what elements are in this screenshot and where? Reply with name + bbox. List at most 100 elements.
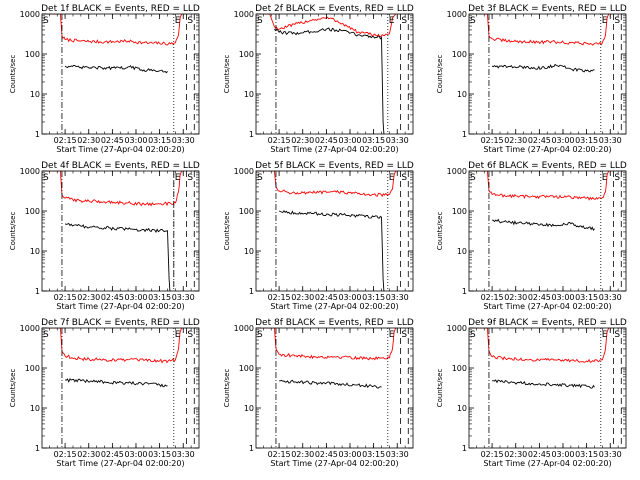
x-axis-label: Start Time (27-Apr-04 02:00:20): [483, 145, 611, 154]
x-tick-label: 03:00: [551, 293, 574, 302]
y-tick-label: 1000: [234, 167, 254, 176]
series-layer: [256, 171, 397, 291]
start-marker-label: S: [470, 16, 476, 26]
chart-title: Det 6f BLACK = Events, RED = LLD: [468, 161, 627, 171]
y-tick-label: 10: [244, 247, 254, 256]
y-tick-label: 100: [452, 207, 467, 216]
x-tick-label: 03:00: [338, 450, 361, 459]
series-layer: [256, 14, 397, 134]
end-marker-label: E: [175, 173, 181, 183]
y-tick-label: 10: [30, 247, 40, 256]
x-tick-label: 02:15: [268, 450, 291, 459]
y-tick-label: 100: [25, 364, 40, 373]
x-tick-label: 02:30: [77, 136, 100, 145]
x-tick-label: 03:30: [599, 293, 622, 302]
saa-marker-label: S: [614, 330, 620, 340]
x-tick-label: 02:45: [528, 136, 551, 145]
saa-marker-label: S: [187, 330, 193, 340]
series-line-lld: [256, 171, 397, 198]
x-tick-label: 03:30: [599, 136, 622, 145]
y-tick-label: 10: [457, 404, 467, 413]
x-tick-label: 02:45: [315, 293, 338, 302]
y-tick-label: 100: [239, 364, 254, 373]
x-tick-label: 03:00: [551, 136, 574, 145]
chart-title: Det 1f BLACK = Events, RED = LLD: [41, 4, 200, 14]
y-tick-label: 1: [35, 130, 40, 139]
x-tick-label: 03:15: [148, 293, 171, 302]
x-tick-label: 02:30: [504, 136, 527, 145]
start-marker-label: S: [470, 330, 476, 340]
saa-marker-label: S: [401, 330, 407, 340]
series-line-events: [491, 63, 595, 73]
x-axis-label: Start Time (27-Apr-04 02:00:20): [270, 459, 398, 468]
x-tick-label: 03:30: [386, 136, 409, 145]
x-tick-label: 03:15: [148, 450, 171, 459]
x-tick-label: 02:45: [101, 450, 124, 459]
series-line-lld: [42, 328, 183, 364]
y-axis-label: Counts/sec: [436, 55, 444, 94]
end-marker-label: E: [389, 173, 395, 183]
y-tick-label: 100: [452, 50, 467, 59]
start-marker-label: S: [43, 330, 49, 340]
x-tick-label: 03:30: [172, 450, 195, 459]
end-marker-label: E: [602, 173, 608, 183]
y-tick-label: 100: [25, 50, 40, 59]
start-marker-label: S: [43, 173, 49, 183]
y-tick-label: 10: [457, 90, 467, 99]
x-tick-label: 03:00: [124, 450, 147, 459]
x-axis-label: Start Time (27-Apr-04 02:00:20): [483, 459, 611, 468]
start-marker-label: S: [257, 173, 263, 183]
x-tick-label: 02:15: [54, 136, 77, 145]
y-tick-label: 10: [457, 247, 467, 256]
y-axis-label: Counts/sec: [223, 369, 231, 408]
series-line-lld: [469, 14, 610, 46]
y-tick-label: 1000: [447, 324, 467, 333]
x-tick-label: 03:15: [362, 450, 385, 459]
chart-title: Det 9f BLACK = Events, RED = LLD: [468, 318, 627, 328]
chart-title: Det 8f BLACK = Events, RED = LLD: [255, 318, 414, 328]
y-axis-label: Counts/sec: [436, 369, 444, 408]
x-tick-label: 03:15: [575, 450, 598, 459]
x-tick-label: 02:30: [291, 450, 314, 459]
series-line-events: [491, 218, 595, 231]
end-marker-label: E: [602, 16, 608, 26]
series-layer: [469, 14, 610, 73]
end-marker-label: E: [602, 330, 608, 340]
x-tick-label: 03:15: [362, 136, 385, 145]
x-tick-label: 02:30: [77, 293, 100, 302]
y-tick-label: 1: [249, 287, 254, 296]
series-line-events: [279, 379, 382, 389]
x-tick-label: 02:45: [528, 293, 551, 302]
y-tick-label: 10: [30, 404, 40, 413]
series-line-events: [492, 379, 595, 389]
chart-title: Det 5f BLACK = Events, RED = LLD: [255, 161, 414, 171]
x-axis-label: Start Time (27-Apr-04 02:00:20): [270, 145, 398, 154]
y-tick-label: 100: [452, 364, 467, 373]
y-tick-label: 1000: [20, 10, 40, 19]
saa-marker-label: S: [614, 16, 620, 26]
y-axis-label: Counts/sec: [436, 212, 444, 251]
start-marker-label: S: [257, 330, 263, 340]
start-marker-label: S: [470, 173, 476, 183]
chart-title: Det 3f BLACK = Events, RED = LLD: [468, 4, 627, 14]
x-tick-label: 02:45: [315, 136, 338, 145]
y-tick-label: 100: [239, 50, 254, 59]
y-tick-label: 1: [462, 130, 467, 139]
x-tick-label: 02:45: [528, 450, 551, 459]
series-layer: [42, 328, 183, 388]
x-axis-label: Start Time (27-Apr-04 02:00:20): [483, 302, 611, 311]
series-line-events: [64, 222, 171, 291]
y-tick-label: 1: [249, 444, 254, 453]
series-line-events: [65, 378, 168, 388]
series-layer: [469, 328, 610, 389]
series-line-lld: [256, 14, 397, 38]
x-tick-label: 02:45: [101, 136, 124, 145]
